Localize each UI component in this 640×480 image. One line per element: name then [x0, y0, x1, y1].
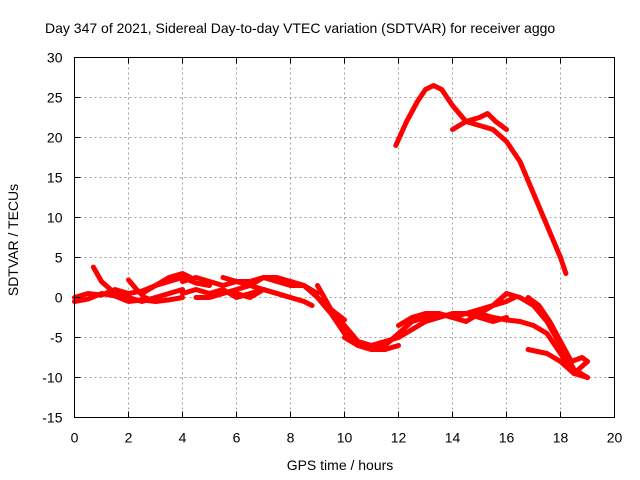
series-line-sat-h: [193, 283, 266, 300]
series-line-sat-u: [450, 111, 509, 132]
x-tick-label: 12: [391, 430, 407, 446]
y-tick-label: -10: [42, 370, 62, 386]
y-tick-label: 30: [47, 50, 63, 66]
x-tick-label: 18: [553, 430, 569, 446]
series-line-sat-t: [393, 83, 569, 276]
series-line-sat-s: [525, 295, 590, 364]
x-tick-label: 6: [233, 430, 241, 446]
y-tick-label: 20: [47, 130, 63, 146]
series-line-sat-d: [126, 277, 185, 304]
chart-title: Day 347 of 2021, Sidereal Day-to-day VTE…: [45, 20, 555, 36]
y-axis-label: SDTVAR / TECUs: [5, 184, 21, 296]
y-tick-label: 0: [55, 290, 63, 306]
x-tick-label: 14: [445, 430, 461, 446]
series-line-sat-j: [234, 287, 315, 308]
series-line-sat-e: [139, 271, 194, 296]
y-tick-label: -15: [42, 410, 62, 426]
series-line-sat-r: [525, 347, 590, 380]
x-tick-label: 16: [499, 430, 515, 446]
y-tick-label: -5: [50, 330, 63, 346]
ticks-layer: 0 2 4 6 8 10 12 14 16 18 20 -15 -10 -5 0 5 10 15 20 25 30: [42, 50, 622, 446]
y-tick-label: 5: [55, 250, 63, 266]
x-tick-label: 20: [607, 430, 623, 446]
plot-area: [72, 83, 590, 380]
x-tick-label: 0: [71, 430, 79, 446]
y-tick-label: 15: [47, 170, 63, 186]
x-tick-label: 2: [125, 430, 133, 446]
y-tick-label: 25: [47, 90, 63, 106]
y-tick-label: 10: [47, 210, 63, 226]
series-line-sat-m: [315, 295, 347, 323]
series-line-sat-o: [369, 311, 509, 348]
x-tick-label: 8: [287, 430, 295, 446]
grid-layer: [74, 57, 615, 418]
series-line-sat-c: [72, 291, 158, 304]
x-axis-label: GPS time / hours: [287, 457, 394, 473]
x-tick-label: 10: [337, 430, 353, 446]
x-tick-label: 4: [179, 430, 187, 446]
